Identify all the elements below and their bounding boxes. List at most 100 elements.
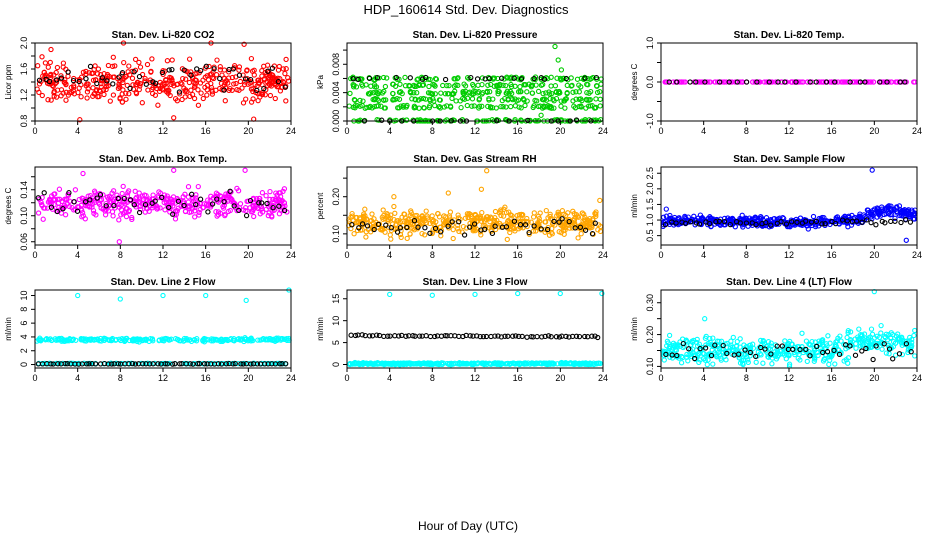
data-point <box>65 69 71 75</box>
y-tick-label: 0.06 <box>19 233 29 251</box>
data-point <box>477 333 483 340</box>
data-point <box>661 357 667 363</box>
x-tick-label: 4 <box>387 126 392 136</box>
y-axis: 0.5 1.0 1.5 2.0 2.5 <box>645 167 661 242</box>
data-point <box>47 59 53 66</box>
data-point <box>592 210 598 217</box>
data-point <box>503 82 509 89</box>
data-point <box>373 84 380 90</box>
data-point <box>181 67 187 73</box>
data-point <box>142 336 148 343</box>
data-point <box>584 217 590 223</box>
data-point <box>438 229 444 235</box>
data-point <box>437 105 444 111</box>
data-point <box>137 206 144 212</box>
data-point <box>396 333 402 339</box>
data-point <box>374 90 381 96</box>
data-point <box>702 345 709 351</box>
data-point <box>375 221 382 228</box>
data-point <box>414 77 420 83</box>
data-point <box>361 211 367 217</box>
y-tick-label: 5 <box>331 340 341 345</box>
x-tick-label: 8 <box>744 126 749 136</box>
data-point <box>826 361 832 368</box>
data-point <box>403 333 409 339</box>
data-point <box>254 361 261 367</box>
x-tick-label: 0 <box>344 373 349 383</box>
data-point <box>540 90 546 97</box>
data-point <box>46 78 53 85</box>
data-point <box>573 214 579 221</box>
data-point <box>457 216 463 222</box>
data-point <box>533 360 539 366</box>
y-tick-label: 1.0 <box>645 214 655 227</box>
data-point <box>164 193 170 199</box>
data-point <box>242 167 248 173</box>
data-point <box>436 97 443 103</box>
data-point <box>737 336 743 342</box>
y-tick-label: 4 <box>19 334 29 339</box>
data-point <box>76 78 82 85</box>
data-point <box>465 212 472 218</box>
data-point <box>854 218 860 224</box>
data-point <box>503 90 509 96</box>
data-point <box>478 232 484 238</box>
data-point <box>40 216 46 222</box>
data-point <box>868 219 874 226</box>
data-point <box>137 203 144 209</box>
y-tick-label: 0.30 <box>645 294 655 312</box>
data-point <box>864 217 870 223</box>
data-point <box>121 209 128 216</box>
y-tick-label: 2.0 <box>645 183 655 196</box>
data-point <box>166 67 172 73</box>
data-point <box>476 97 482 103</box>
data-point <box>599 290 605 297</box>
data-point <box>467 333 473 339</box>
y-tick-label: 0.8 <box>19 115 29 128</box>
data-point <box>266 210 272 216</box>
data-point <box>72 187 79 193</box>
data-point <box>51 88 57 95</box>
data-point <box>522 102 528 109</box>
data-point <box>64 197 70 203</box>
x-tick-label: 20 <box>869 250 879 260</box>
data-point <box>66 90 72 96</box>
data-point <box>542 360 548 366</box>
data-point <box>104 71 111 78</box>
data-point <box>353 84 360 90</box>
data-point <box>204 73 210 79</box>
data-point <box>193 201 199 208</box>
data-point <box>60 90 66 96</box>
data-point <box>593 117 599 123</box>
data-point <box>402 74 408 81</box>
data-point <box>42 205 48 211</box>
data-point <box>100 206 106 212</box>
data-point <box>823 79 830 85</box>
data-point <box>403 117 410 123</box>
data-point <box>440 360 447 366</box>
x-axis: 0 4 8 12 16 20 24 <box>658 245 922 260</box>
data-point <box>553 95 560 102</box>
data-point <box>92 190 98 196</box>
data-point <box>120 183 126 190</box>
data-point <box>92 361 99 367</box>
data-points <box>659 288 918 369</box>
data-point <box>596 360 602 366</box>
data-point <box>710 361 716 367</box>
data-point <box>419 360 426 367</box>
data-point <box>422 225 428 231</box>
data-point <box>195 183 201 190</box>
data-point <box>492 333 498 339</box>
data-point <box>888 218 894 225</box>
data-point <box>907 219 914 225</box>
data-point <box>576 89 582 95</box>
data-point <box>853 345 859 351</box>
data-point <box>442 76 449 83</box>
data-point <box>839 217 846 223</box>
data-point <box>166 199 173 205</box>
data-point <box>898 219 904 226</box>
data-point <box>566 216 572 223</box>
data-point <box>156 88 163 95</box>
x-tick-label: 20 <box>869 126 879 136</box>
panel-2: Stan. Dev. Li-820 Pressure kPa 0 4 8 12 16 20 24… <box>316 30 608 136</box>
